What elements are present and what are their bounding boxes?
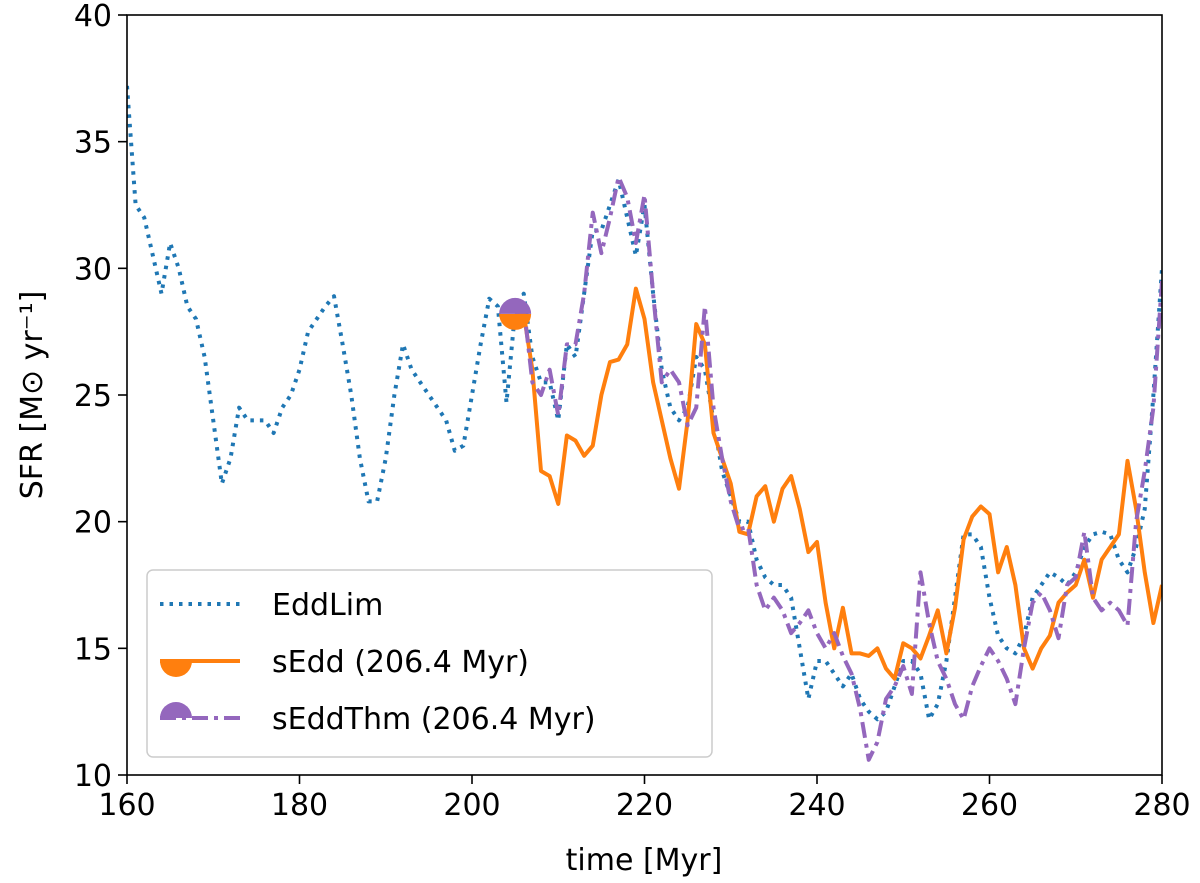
y-tick-label: 35 <box>74 126 112 161</box>
x-axis-label: time [Myr] <box>566 843 723 878</box>
y-tick-label: 10 <box>74 759 112 794</box>
legend-box <box>146 569 713 758</box>
y-axis-label: SFR [M⊙ yr⁻¹] <box>15 291 50 500</box>
legend-label: sEddThm (206.4 Myr) <box>272 702 596 737</box>
y-tick-label: 15 <box>74 632 112 667</box>
x-tick-label: 280 <box>1133 788 1190 823</box>
x-tick-label: 200 <box>443 788 500 823</box>
x-tick-label: 220 <box>616 788 673 823</box>
x-tick-label: 180 <box>271 788 328 823</box>
x-tick-label: 160 <box>98 788 155 823</box>
start-marker <box>499 297 532 314</box>
x-tick-label: 240 <box>788 788 845 823</box>
start-marker <box>499 313 532 330</box>
axes-frame <box>126 14 1163 776</box>
legend-marker <box>160 702 192 718</box>
plot-area <box>127 85 1162 762</box>
y-tick-label: 20 <box>74 506 112 541</box>
y-tick-label: 40 <box>74 0 112 34</box>
y-tick-label: 25 <box>74 379 112 414</box>
legend-label: sEdd (206.4 Myr) <box>272 645 529 680</box>
legend-label: EddLim <box>272 588 383 623</box>
y-tick-label: 30 <box>74 252 112 287</box>
series-line <box>513 175 1162 762</box>
x-tick-label: 260 <box>961 788 1018 823</box>
legend-marker <box>160 661 192 677</box>
